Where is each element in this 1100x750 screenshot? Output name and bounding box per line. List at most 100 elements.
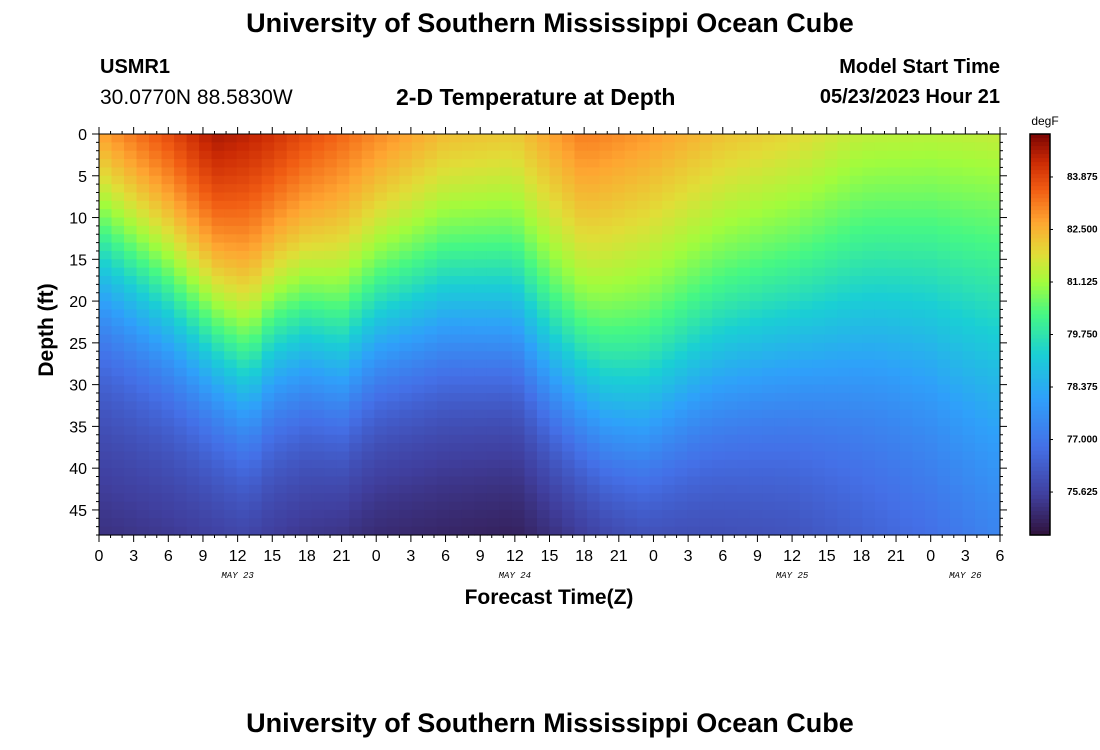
heatmap-cell <box>499 242 513 252</box>
heatmap-cell <box>511 234 526 244</box>
heatmap-cell <box>949 150 964 160</box>
heatmap-cell <box>712 526 726 536</box>
heatmap-cell <box>324 276 338 285</box>
heatmap-cell <box>649 134 663 143</box>
heatmap-cell <box>737 250 751 260</box>
heatmap-cell <box>499 351 513 361</box>
heatmap-cell <box>499 209 513 219</box>
heatmap-cell <box>612 225 626 235</box>
heatmap-cell <box>712 359 726 369</box>
heatmap-cell <box>912 509 926 519</box>
heatmap-cell <box>712 493 726 503</box>
heatmap-cell <box>937 434 951 444</box>
heatmap-cell <box>324 142 338 152</box>
heatmap-cell <box>837 493 851 503</box>
heatmap-cell <box>161 376 175 386</box>
heatmap-cell <box>724 426 738 436</box>
heatmap-cell <box>499 284 513 294</box>
heatmap-cell <box>261 317 275 327</box>
heatmap-cell <box>524 376 538 386</box>
heatmap-cell <box>787 301 801 311</box>
heatmap-cell <box>937 200 951 210</box>
heatmap-cell <box>887 476 901 486</box>
heatmap-cell <box>236 276 250 285</box>
heatmap-cell <box>837 134 851 143</box>
heatmap-cell <box>124 234 138 244</box>
heatmap-cell <box>562 317 576 327</box>
heatmap-cell <box>937 367 951 377</box>
heatmap-cell <box>286 134 300 143</box>
colorbar-segment <box>1030 510 1050 516</box>
heatmap-cell <box>274 276 288 285</box>
heatmap-cell <box>536 276 551 285</box>
heatmap-cell <box>261 434 275 444</box>
heatmap-cell <box>236 267 250 277</box>
heatmap-cell <box>987 192 1001 202</box>
heatmap-cell <box>274 518 288 528</box>
heatmap-cell <box>637 167 651 177</box>
heatmap-cell <box>824 434 838 444</box>
heatmap-cell <box>499 184 513 194</box>
heatmap-cell <box>424 175 438 185</box>
heatmap-cell <box>486 526 501 536</box>
heatmap-cell <box>186 292 200 302</box>
heatmap-cell <box>149 418 163 427</box>
y-tick-label: 30 <box>69 378 87 395</box>
heatmap-cell <box>724 384 738 394</box>
heatmap-cell <box>249 317 263 327</box>
heatmap-cell <box>899 384 914 394</box>
heatmap-cell <box>149 501 163 511</box>
heatmap-cell <box>386 259 400 269</box>
heatmap-cell <box>186 309 200 319</box>
heatmap-cell <box>511 301 526 311</box>
heatmap-cell <box>424 276 438 285</box>
heatmap-cell <box>124 434 138 444</box>
heatmap-cell <box>311 326 325 336</box>
heatmap-cell <box>386 142 400 152</box>
heatmap-cell <box>449 409 463 419</box>
heatmap-cell <box>962 326 976 336</box>
heatmap-cell <box>937 217 951 227</box>
heatmap-cell <box>111 326 125 336</box>
heatmap-cell <box>186 409 200 419</box>
heatmap-cell <box>236 326 250 336</box>
heatmap-cell <box>249 192 263 202</box>
heatmap-cell <box>949 409 964 419</box>
heatmap-cell <box>436 150 450 160</box>
colorbar-segment <box>1030 362 1050 368</box>
heatmap-cell <box>224 443 238 453</box>
heatmap-cell <box>461 267 476 277</box>
heatmap-cell <box>724 317 738 327</box>
heatmap-cell <box>499 426 513 436</box>
heatmap-cell <box>499 409 513 419</box>
heatmap-cell <box>674 359 688 369</box>
colorbar-segment <box>1030 138 1050 143</box>
heatmap-cell <box>286 501 300 511</box>
heatmap-cell <box>186 326 200 336</box>
heatmap-cell <box>324 351 338 361</box>
heatmap-cell <box>236 234 250 244</box>
heatmap-cell <box>499 200 513 210</box>
heatmap-cell <box>737 234 751 244</box>
heatmap-cell <box>299 526 313 536</box>
heatmap-cell <box>899 459 914 469</box>
heatmap-cell <box>749 259 763 269</box>
heatmap-cell <box>174 134 188 143</box>
heatmap-cell <box>374 359 388 369</box>
heatmap-cell <box>787 342 801 352</box>
heatmap-cell <box>737 401 751 411</box>
heatmap-cell <box>374 392 388 402</box>
heatmap-cell <box>649 384 663 394</box>
heatmap-cell <box>649 409 663 419</box>
heatmap-cell <box>687 443 701 453</box>
heatmap-cell <box>486 409 501 419</box>
heatmap-cell <box>574 493 588 503</box>
heatmap-cell <box>361 334 375 344</box>
heatmap-cell <box>974 284 989 294</box>
heatmap-cell <box>924 367 939 377</box>
heatmap-cell <box>261 167 275 177</box>
heatmap-cell <box>499 334 513 344</box>
heatmap-cell <box>562 309 576 319</box>
heatmap-cell <box>774 184 788 194</box>
heatmap-cell <box>474 367 488 377</box>
